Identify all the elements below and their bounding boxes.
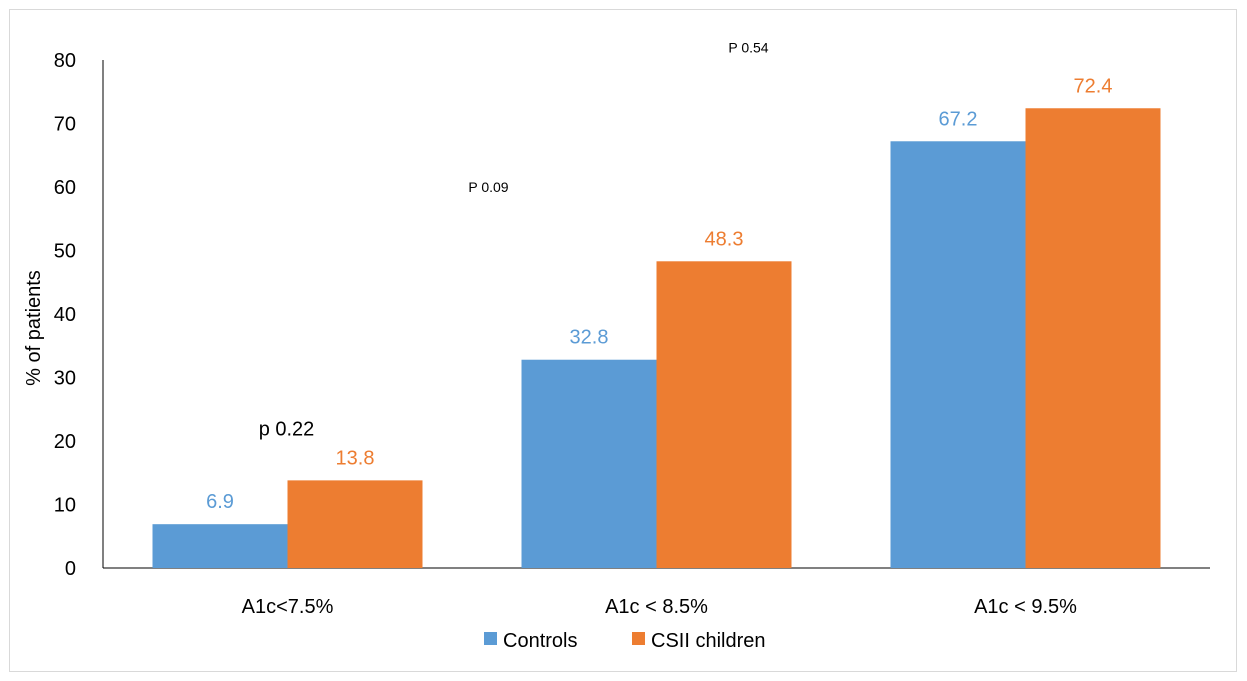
data-label: 32.8 [570,327,609,349]
y-tick-label: 80 [54,50,76,72]
legend-label: CSII children [651,630,766,652]
data-label: 48.3 [705,228,744,250]
bar-controls [152,524,288,568]
data-label: 67.2 [939,108,978,130]
data-label: 72.4 [1074,75,1113,97]
x-category-label: A1c < 9.5% [974,596,1077,618]
data-label: 6.9 [206,491,234,513]
y-tick-label: 50 [54,241,76,263]
y-tick-label: 0 [65,558,76,580]
p-value-annotation: P 0.54 [728,39,768,55]
y-tick-label: 60 [54,177,76,199]
y-tick-label: 30 [54,368,76,390]
bar-csii-children [656,261,792,568]
bar-controls [521,359,657,568]
y-tick-label: 20 [54,431,76,453]
legend-swatch-csii-children [632,632,645,645]
p-value-annotation: P 0.09 [468,179,508,195]
y-axis-title: % of patients [23,270,45,386]
bar-csii-children [1025,108,1161,568]
legend-label: Controls [503,630,577,652]
bar-controls [890,141,1026,568]
data-label: 13.8 [336,447,375,469]
p-value-annotation: p 0.22 [259,418,315,440]
x-category-label: A1c < 8.5% [605,596,708,618]
y-tick-label: 40 [54,304,76,326]
x-category-label: A1c<7.5% [242,596,334,618]
bar-csii-children [287,480,423,568]
y-tick-label: 70 [54,114,76,136]
y-tick-label: 10 [54,495,76,517]
legend-swatch-controls [484,632,497,645]
